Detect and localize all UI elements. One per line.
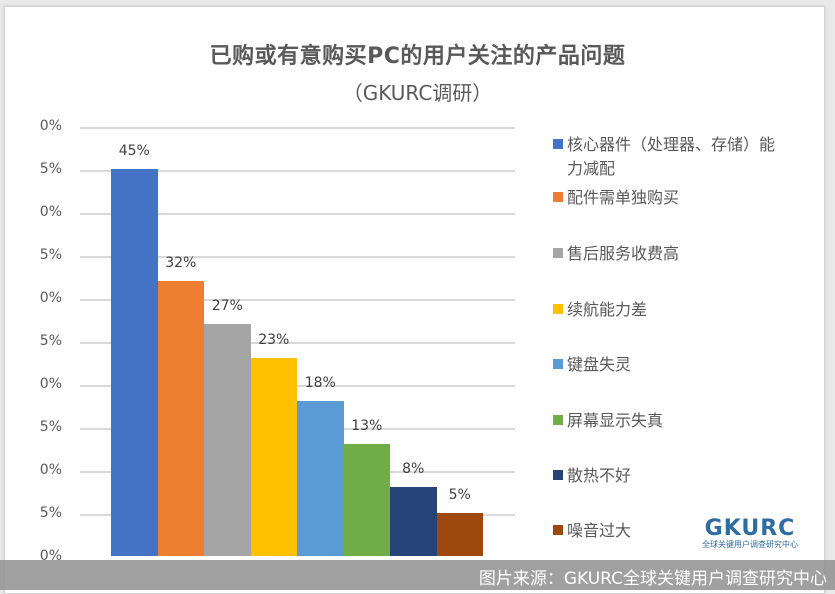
bar-value-label: 45% — [118, 143, 150, 159]
legend-item[interactable]: 散热不好 — [553, 464, 631, 488]
gridline — [80, 170, 515, 172]
image-source-caption: 图片来源：GKURC全球关键用户调查研究中心 — [0, 560, 835, 590]
gridline — [80, 127, 515, 129]
legend-item[interactable]: 屏幕显示失真 — [553, 409, 663, 433]
legend-item[interactable]: 售后服务收费高 — [553, 242, 679, 266]
gridline — [80, 256, 515, 258]
legend-label: 噪音过大 — [567, 521, 632, 540]
legend-label: 键盘失灵 — [567, 355, 632, 374]
gkurc-logo: GKURC 全球关键用户调查研究中心 — [700, 518, 800, 550]
legend-swatch-icon — [553, 139, 563, 149]
legend-label: 续航能力差 — [567, 300, 648, 319]
y-axis-tick-label: 5% — [39, 505, 62, 521]
bar[interactable] — [250, 358, 297, 556]
y-axis-tick-label: 0% — [39, 118, 62, 134]
logo-subtitle: 全球关键用户调查研究中心 — [702, 540, 798, 549]
legend-item[interactable]: 配件需单独购买 — [553, 186, 679, 210]
legend-label: 散热不好 — [567, 466, 632, 485]
bar[interactable] — [343, 444, 390, 556]
y-axis-tick-label: 0% — [39, 204, 62, 220]
bar-value-label: 23% — [258, 332, 290, 349]
legend-item[interactable]: 核心器件（处理器、存储）能 力减配 — [553, 133, 775, 181]
bar[interactable] — [297, 401, 344, 556]
bar-value-label: 5% — [448, 487, 471, 503]
bar[interactable] — [436, 513, 483, 556]
y-axis-tick-label: 0% — [39, 376, 62, 392]
bar-value-label: 18% — [304, 375, 336, 392]
legend-swatch-icon — [553, 525, 563, 535]
y-axis-tick-label: 0% — [39, 462, 62, 478]
legend-swatch-icon — [553, 470, 563, 480]
bar[interactable] — [157, 280, 204, 556]
y-axis-tick-label: 5% — [39, 333, 62, 349]
legend-swatch-icon — [553, 304, 563, 314]
bar-value-label: 13% — [351, 418, 383, 435]
y-axis-tick-label: 0% — [39, 290, 62, 306]
legend-swatch-icon — [553, 248, 563, 258]
gridline — [80, 299, 515, 301]
bar-value-label: 27% — [211, 297, 243, 314]
y-axis-tick-label: 5% — [39, 161, 62, 177]
legend-item[interactable]: 续航能力差 — [553, 298, 647, 322]
legend-label-continued: 力减配 — [567, 159, 616, 178]
bar[interactable] — [390, 487, 437, 556]
logo-wordmark: GKURC — [704, 516, 796, 541]
chart-subtitle: （GKURC调研） — [342, 81, 493, 105]
legend-swatch-icon — [553, 192, 563, 202]
legend-label: 屏幕显示失真 — [567, 411, 664, 430]
gridline — [80, 385, 515, 387]
legend-label: 核心器件（处理器、存储）能 — [567, 135, 776, 154]
bar[interactable] — [204, 323, 251, 556]
caption-text: 图片来源：GKURC全球关键用户调查研究中心 — [478, 569, 827, 589]
legend-item[interactable]: 噪音过大 — [553, 519, 631, 543]
bar-value-label: 8% — [402, 461, 425, 478]
gridline — [80, 213, 515, 215]
y-axis-tick-label: 5% — [39, 419, 62, 435]
legend-swatch-icon — [553, 415, 563, 425]
legend-label: 配件需单独购买 — [567, 188, 680, 207]
bar-value-label: 32% — [165, 254, 197, 271]
y-axis-tick-label: 5% — [39, 247, 62, 263]
legend-item[interactable]: 键盘失灵 — [553, 353, 631, 377]
gridline — [80, 342, 515, 344]
legend-label: 售后服务收费高 — [567, 244, 680, 263]
legend-swatch-icon — [553, 359, 563, 369]
chart-title: 已购或有意购买PC的用户关注的产品问题 — [209, 44, 626, 69]
bar[interactable] — [111, 169, 158, 556]
